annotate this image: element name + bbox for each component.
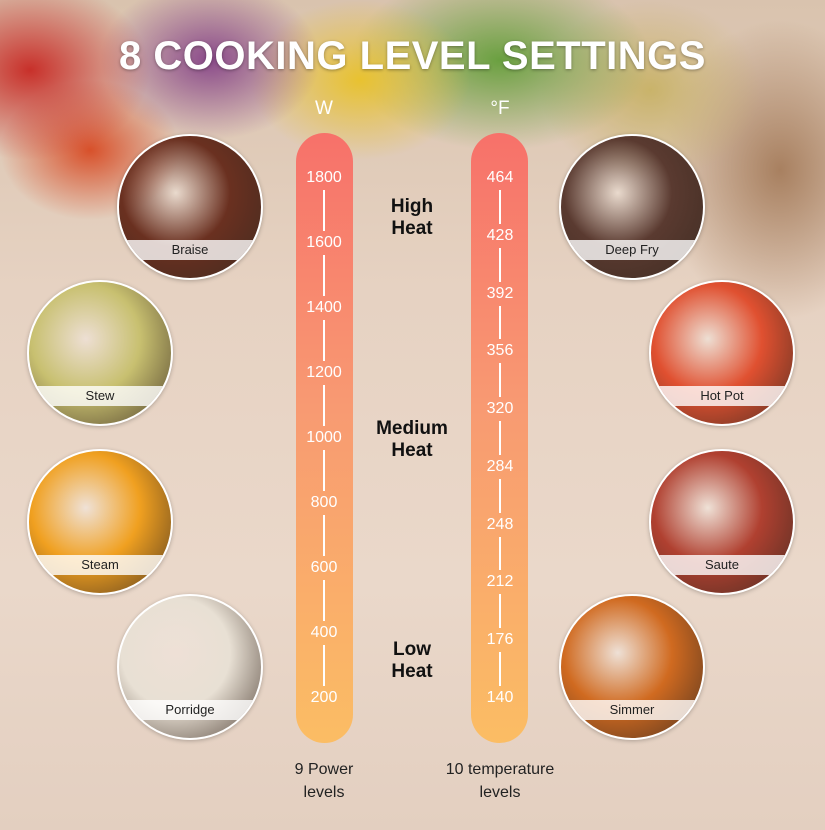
power-tick-label: 1000 [306,429,342,446]
cooking-mode-braise: Braise [117,134,263,280]
cooking-mode-porridge: Porridge [117,594,263,740]
power-tick-line [323,450,325,491]
temperature-tick-label: 212 [486,573,514,591]
power-tick-label: 1200 [306,364,342,381]
power-tick-label: 400 [310,624,338,641]
power-tick-line [323,580,325,621]
temperature-tick-line [499,594,501,629]
temperature-tick-line [499,363,501,398]
cooking-mode-label: Stew [29,386,171,406]
power-unit: W [315,98,333,119]
high-heat-label: High Heat [390,196,434,239]
temperature-tick-label: 248 [486,515,514,533]
cooking-mode-saute: Saute [649,449,795,595]
temperature-tick-label: 140 [486,689,514,706]
temperature-tick-label: 320 [486,400,514,418]
temperature-tick-line [499,536,501,571]
temperature-tick-line [499,421,501,455]
low-heat-label: Low Heat [391,639,433,682]
temperature-tick-label: 428 [486,226,514,244]
temperature-tick-line [499,305,501,340]
cooking-mode-label: Simmer [561,700,703,720]
temperature-tick-line [499,190,501,224]
cooking-mode-deep-fry: Deep Fry [559,134,705,280]
power-tick-line [323,190,325,231]
cooking-mode-label: Steam [29,555,171,575]
cooking-mode-label: Braise [119,240,261,260]
power-tick-label: 1400 [306,299,342,316]
cooking-mode-stew: Stew [27,280,173,426]
temperature-unit: °F [490,98,510,119]
cooking-mode-simmer: Simmer [559,594,705,740]
power-tick-line [323,515,325,556]
power-tick-line [323,320,325,361]
cooking-mode-hot-pot: Hot Pot [649,280,795,426]
temperature-tick-line [499,652,501,686]
cooking-mode-label: Porridge [119,700,261,720]
temperature-tick-label: 356 [486,342,514,360]
power-tick-line [323,255,325,296]
temperature-tick-label: 284 [486,457,514,475]
page-title: 8 COOKING LEVEL SETTINGS [119,34,706,78]
medium-heat-label: Medium Heat [376,418,448,461]
cooking-mode-label: Saute [651,555,793,575]
power-tick-label: 800 [310,494,338,511]
power-tick-line [323,645,325,686]
power-tick-label: 600 [310,559,338,576]
temperature-levels-caption: 10 temperature levels [445,761,555,801]
power-tick-label: 1600 [306,234,342,251]
cooking-mode-label: Deep Fry [561,240,703,260]
temperature-tick-label: 392 [486,284,514,302]
power-levels-caption: 9 Power levels [294,761,354,801]
power-tick-line [323,385,325,426]
temperature-tick-line [499,247,501,282]
cooking-mode-steam: Steam [27,449,173,595]
power-tick-label: 200 [310,689,338,706]
temperature-tick-label: 176 [486,631,514,649]
temperature-tick-label: 464 [486,169,514,186]
cooking-mode-label: Hot Pot [651,386,793,406]
power-scale-bar [296,133,353,743]
temperature-tick-line [499,478,501,513]
power-tick-label: 1800 [306,169,342,186]
